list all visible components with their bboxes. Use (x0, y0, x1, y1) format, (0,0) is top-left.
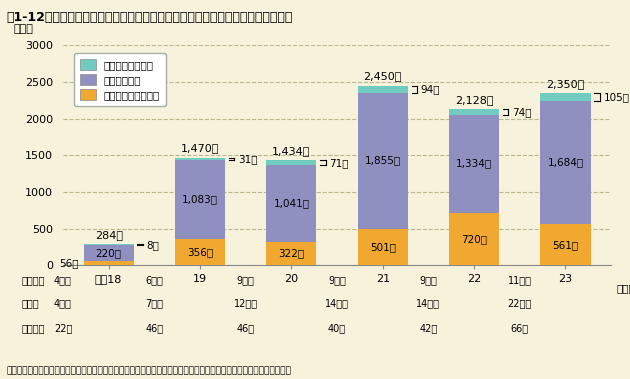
Text: 720人: 720人 (461, 234, 487, 244)
Text: 284人: 284人 (94, 230, 123, 240)
Text: 合格者数: 合格者数 (22, 323, 45, 333)
Bar (358, 229, 408, 265)
Text: 1,684人: 1,684人 (547, 158, 583, 168)
Text: 1,855人: 1,855人 (365, 156, 401, 166)
Text: 94人: 94人 (421, 84, 440, 94)
Bar (266, 160, 316, 165)
Text: 46人: 46人 (237, 323, 255, 333)
Text: 図1-12　経験者採用システムを利用した試験の申込者数の推移（試験対象者別）: 図1-12 経験者採用システムを利用した試験の申込者数の推移（試験対象者別） (6, 11, 293, 24)
Text: 2,450人: 2,450人 (364, 71, 402, 81)
Text: 2,350人: 2,350人 (546, 79, 585, 89)
Text: 1,083人: 1,083人 (182, 194, 218, 205)
Text: 322人: 322人 (278, 249, 304, 258)
Text: 1,434人: 1,434人 (272, 146, 311, 156)
Text: 71人: 71人 (329, 158, 349, 168)
Bar (175, 158, 225, 160)
Text: （注）上記の申込者数は人事院が公募及び能力実証等を担当した試験のものであり、公募のみを担当した試験は除く。: （注）上記の申込者数は人事院が公募及び能力実証等を担当した試験のものであり、公募… (6, 366, 291, 375)
Text: 220人: 220人 (96, 248, 122, 258)
Bar (358, 86, 408, 93)
Bar (84, 261, 134, 265)
Text: 40人: 40人 (328, 323, 346, 333)
Text: 42人: 42人 (420, 323, 437, 333)
Text: 2,128人: 2,128人 (455, 95, 493, 105)
Bar (84, 244, 134, 245)
Text: 66人: 66人 (511, 323, 529, 333)
Text: 74人: 74人 (512, 107, 532, 117)
Text: 356人: 356人 (187, 247, 213, 257)
Text: 105人: 105人 (604, 92, 629, 102)
Text: （人）: （人） (14, 25, 33, 34)
Bar (541, 224, 590, 265)
Bar (84, 245, 134, 261)
Bar (175, 160, 225, 239)
Text: 1,041人: 1,041人 (273, 199, 309, 208)
Text: 試験数: 試験数 (22, 299, 40, 309)
Text: 46人: 46人 (146, 323, 163, 333)
Bar (266, 165, 316, 242)
Bar (541, 93, 590, 101)
Text: 9府省: 9府省 (328, 275, 346, 285)
Text: 6府省: 6府省 (146, 275, 163, 285)
Bar (175, 239, 225, 265)
Text: 参加府省: 参加府省 (22, 275, 45, 285)
Text: 9府省: 9府省 (237, 275, 255, 285)
Text: 561人: 561人 (553, 240, 578, 250)
Text: 22人: 22人 (54, 323, 72, 333)
Legend: 新司法試験合格者, 社会人経験者, 特技・資格保有者等: 新司法試験合格者, 社会人経験者, 特技・資格保有者等 (74, 53, 166, 106)
Text: 12試験: 12試験 (234, 299, 258, 309)
Text: 31人: 31人 (238, 154, 258, 164)
Bar (266, 242, 316, 265)
Bar (449, 115, 499, 213)
Text: 501人: 501人 (370, 242, 396, 252)
Text: 11府省: 11府省 (508, 275, 532, 285)
Text: 8人: 8人 (147, 240, 159, 250)
Text: 4府省: 4府省 (54, 275, 72, 285)
Text: 1,334人: 1,334人 (456, 159, 492, 169)
Text: （年度）: （年度） (617, 283, 630, 293)
Text: 14試験: 14試験 (416, 299, 440, 309)
Text: 9府省: 9府省 (420, 275, 437, 285)
Bar (449, 213, 499, 265)
Text: 7試験: 7試験 (146, 299, 163, 309)
Bar (358, 93, 408, 229)
Bar (449, 110, 499, 115)
Bar (541, 101, 590, 224)
Text: 56人: 56人 (59, 258, 79, 268)
Text: 14試験: 14試験 (325, 299, 349, 309)
Text: 1,470人: 1,470人 (181, 143, 219, 153)
Text: 22試験: 22試験 (508, 299, 532, 309)
Text: 4試験: 4試験 (54, 299, 72, 309)
